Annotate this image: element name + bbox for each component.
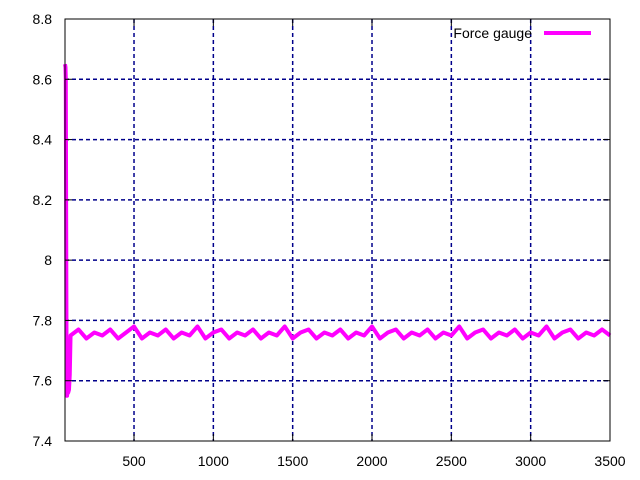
- y-tick-label: 7.6: [33, 373, 53, 389]
- y-tick-label: 7.4: [33, 433, 53, 449]
- y-tick-label: 8: [44, 252, 52, 268]
- plot-frame: [64, 18, 611, 442]
- legend-label: Force gauge: [453, 25, 532, 41]
- x-tick-label: 2500: [436, 453, 467, 469]
- series-line-force-gauge: [63, 63, 612, 398]
- x-tick-label: 3000: [515, 453, 546, 469]
- y-tick-label: 8.4: [33, 132, 53, 148]
- x-tick-label: 3500: [594, 453, 625, 469]
- y-tick-label: 8.6: [33, 71, 53, 87]
- x-tick-label: 2000: [356, 453, 387, 469]
- y-tick-label: 8.2: [33, 192, 53, 208]
- y-tick-label: 7.8: [33, 312, 53, 328]
- x-tick-label: 500: [122, 453, 146, 469]
- series-layer: [63, 63, 612, 398]
- legend: Force gauge: [453, 25, 591, 41]
- x-tick-label: 1000: [198, 453, 229, 469]
- grid: [65, 19, 610, 441]
- y-tick-label: 8.8: [33, 11, 53, 27]
- ticks: 500 1000 1500 2000 2500 3000 3500 7.4 7.6 7.8 8 8.2…: [33, 11, 626, 469]
- x-tick-label: 1500: [277, 453, 308, 469]
